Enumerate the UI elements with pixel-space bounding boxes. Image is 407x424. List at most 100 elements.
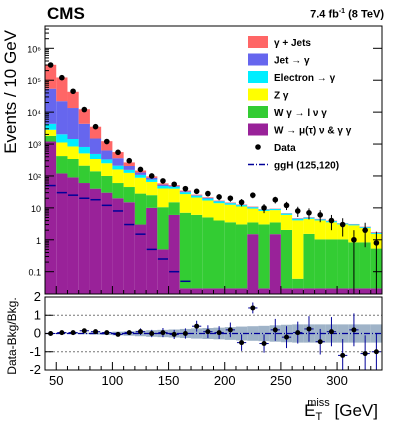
data-point-18 [238,199,245,206]
bar-4-bin-23 [292,218,304,221]
bar-2-bin-7 [112,183,124,199]
data-point-4 [81,106,88,113]
bar-2-bin-16 [213,220,225,289]
main-ytick-label-7: 10⁵ [27,76,41,86]
bar-3-bin-15 [202,200,214,218]
ratio-band-bin-20 [258,325,270,342]
main-axes: 0.1 1 10 10² 10³ 10⁴ 10⁵ 10⁶ [27,25,383,295]
bar-5-bin-11 [157,184,169,186]
bar-3-bin-10 [146,181,158,196]
data-point-14 [193,188,200,195]
data-point-23 [294,208,301,214]
bar-2-bin-8 [123,187,135,203]
legend-swatch-2 [248,53,268,66]
bar-2-bin-18 [235,224,248,289]
data-point-27 [339,221,346,228]
ratio-point-6 [104,330,110,336]
bar-4-bin-4 [78,146,90,154]
x-axis-label: ETmiss [GeV] [304,397,378,423]
data-point-8 [126,157,133,164]
bar-2-bin-24 [303,233,315,289]
legend-label-5: W γ → l ν γ [274,108,327,119]
bar-6-bin-8 [123,162,135,167]
xtick-label-3: 150 [158,373,180,388]
ratio-y-axis-label: Data-Bkg/Bkg. [5,297,19,374]
bar-2-bin-21 [269,222,281,235]
data-point-16 [216,194,222,200]
ratio-point-27 [340,352,346,358]
bar-1-bin-17 [224,288,236,294]
ratio-point-30 [373,349,379,355]
luminosity-energy: (8 TeV) [345,8,384,21]
bar-3-bin-24 [303,218,315,234]
bar-3-bin-16 [213,203,225,221]
bar-5-bin-6 [101,150,113,160]
bar-1-bin-8 [123,202,135,294]
bar-5-bin-1 [45,88,57,124]
bar-4-bin-10 [146,179,158,182]
main-ytick-label-2: 1 [36,236,41,246]
ratio-point-20 [261,341,267,347]
ratio-point-25 [317,339,323,345]
bar-1-bin-19 [247,234,259,294]
legend-swatch-1 [248,36,268,48]
bar-4-bin-28 [348,224,360,226]
bar-6-bin-5 [89,126,102,139]
data-point-1 [47,62,54,68]
bar-3-bin-22 [280,214,293,230]
ratio-ytick-label-4: 1 [34,307,41,322]
bar-4-bin-1 [45,123,57,130]
legend: γ + Jets Jet → γ Electron → γ Z γ W γ → l ν … [248,36,352,172]
ratio-band-bin-18 [235,326,248,341]
bar-4-bin-16 [213,201,225,204]
bar-2-bin-26 [325,239,338,289]
bar-3-bin-9 [134,177,147,194]
bar-2-bin-17 [224,222,236,289]
ratio-point-16 [216,330,222,336]
legend-swatch-5 [248,106,268,118]
bar-1-bin-1 [45,141,57,294]
main-ytick-label-4: 10² [28,172,41,182]
bar-2-bin-11 [157,207,169,250]
data-point-28 [351,236,357,243]
ratio-point-3 [70,330,76,336]
bar-3-bin-8 [123,172,135,188]
bar-5-bin-2 [56,101,68,135]
bar-3-bin-20 [258,210,270,225]
bar-1-bin-16 [213,288,225,294]
x-axis-label-sup: miss [307,397,330,409]
bar-1-bin-25 [314,288,326,294]
data-point-6 [103,138,110,145]
ratio-point-5 [93,329,99,335]
xtick-label-4: 200 [214,373,236,388]
bar-6-bin-3 [67,91,79,109]
luminosity-label: 7.4 fb-1 (8 TeV) [310,8,384,21]
data-points [47,62,380,294]
bar-1-bin-9 [134,224,147,294]
bar-6-bin-2 [56,77,68,102]
bar-1-bin-14 [191,288,203,294]
data-point-21 [272,196,279,203]
main-y-axis-label: Events / 10 GeV [1,29,20,153]
bar-3-bin-26 [325,222,338,240]
bar-4-bin-9 [134,174,147,178]
ratio-point-4 [81,328,87,334]
legend-label-6: W → μ(τ) ν & γ γ [274,126,352,137]
data-point-12 [171,181,177,188]
ratio-point-23 [295,330,301,336]
bar-4-bin-21 [269,209,281,211]
bar-4-bin-6 [101,159,113,164]
x-axis-label-unit: [GeV] [330,401,378,420]
ratio-ytick-label-2: -1 [29,344,41,359]
xtick-label-5: 250 [270,373,292,388]
ratio-point-17 [227,327,233,333]
bar-6-bin-7 [112,152,124,159]
bar-2-bin-22 [280,229,293,289]
bar-3-bin-6 [101,163,113,176]
bar-1-bin-24 [303,288,315,294]
bar-4-bin-5 [89,153,102,159]
main-ytick-label-8: 10⁶ [27,44,41,54]
bar-1-bin-11 [157,249,169,294]
data-point-10 [148,173,155,179]
